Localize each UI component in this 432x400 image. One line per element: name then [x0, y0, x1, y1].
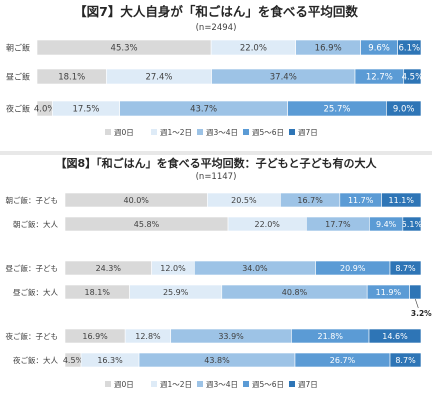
legend-swatch: [289, 381, 295, 387]
category-label: 昼ご飯：大人: [13, 287, 58, 297]
data-label: 11.7%: [348, 196, 374, 205]
data-label: 4.0%: [34, 105, 56, 115]
data-label: 12.0%: [160, 264, 186, 273]
data-label: 34.0%: [242, 264, 268, 273]
data-label: 20.9%: [340, 264, 366, 273]
data-label: 16.7%: [297, 196, 323, 205]
legend-swatch: [151, 129, 157, 135]
bar-segment: [368, 328, 422, 344]
data-label: 14.6%: [382, 332, 408, 341]
category-label: 朝ご飯: [6, 43, 30, 53]
category-label: 朝ご飯：大人: [13, 219, 58, 229]
data-label: 16.3%: [97, 356, 123, 365]
category-label: 昼ご飯: [6, 72, 30, 82]
data-label: 16.9%: [315, 44, 342, 54]
legend-label: 週7日: [298, 128, 318, 137]
category-label: 朝ご飯：子ども: [6, 195, 59, 205]
chart-divider: [0, 151, 432, 155]
legend-label: 週1〜2日: [160, 128, 192, 137]
bar-segment: [389, 260, 422, 276]
data-label: 9.0%: [393, 105, 415, 115]
category-label: 夜ご飯: [6, 104, 30, 114]
data-label: 11.9%: [376, 288, 402, 297]
chart-subtitle: (n=1147): [196, 172, 237, 182]
data-label: 27.4%: [145, 73, 172, 83]
chart-subtitle: (n=2494): [196, 23, 237, 33]
data-label: 9.4%: [376, 220, 397, 229]
data-label: 22.0%: [254, 220, 280, 229]
data-label: 12.7%: [366, 73, 393, 83]
legend-label: 週0日: [114, 128, 134, 137]
data-label: 8.7%: [395, 264, 416, 273]
legend-label: 週7日: [298, 380, 318, 389]
legend-label: 週5〜6日: [252, 380, 284, 389]
data-label: 45.3%: [111, 44, 138, 54]
bar-segment: [386, 100, 422, 117]
legend-label: 週0日: [114, 380, 134, 389]
legend-swatch: [151, 381, 157, 387]
legend-label: 週1〜2日: [160, 380, 192, 389]
category-label: 昼ご飯：子ども: [6, 263, 59, 273]
bar-segment: [397, 39, 422, 56]
legend-swatch: [105, 381, 111, 387]
legend-swatch: [105, 129, 111, 135]
data-label: 8.7%: [395, 356, 416, 365]
category-label: 夜ご飯：子ども: [6, 331, 59, 341]
data-label: 6.1%: [398, 44, 420, 54]
data-label: 40.8%: [282, 288, 308, 297]
chart-title: 【図8】「和ごはん」を食べる平均回数：子どもと子ども有の大人: [56, 156, 378, 170]
data-label: 4.5%: [402, 73, 424, 83]
legend-swatch: [197, 129, 203, 135]
bar-segment: [389, 352, 422, 368]
category-label: 夜ご飯：大人: [13, 355, 58, 365]
data-label: 37.4%: [270, 73, 297, 83]
data-label: 25.7%: [324, 105, 351, 115]
data-label: 5.1%: [402, 220, 423, 229]
bar-segment: [402, 216, 422, 232]
data-label: 20.5%: [231, 196, 257, 205]
data-label: 43.7%: [190, 105, 217, 115]
data-label: 4.5%: [63, 356, 84, 365]
data-label: 3.2%: [411, 309, 432, 318]
legend-label: 週3〜4日: [206, 128, 238, 137]
data-label: 22.0%: [240, 44, 267, 54]
data-label: 45.8%: [134, 220, 160, 229]
data-label: 12.8%: [135, 332, 161, 341]
data-label: 18.1%: [58, 73, 85, 83]
data-label: 43.8%: [204, 356, 230, 365]
data-label: 9.6%: [368, 44, 390, 54]
data-label: 17.5%: [73, 105, 100, 115]
data-label: 26.7%: [330, 356, 356, 365]
data-label: 24.3%: [96, 264, 122, 273]
leader-line: [415, 298, 419, 309]
data-label: 18.1%: [85, 288, 111, 297]
legend-swatch: [243, 129, 249, 135]
legend-swatch: [243, 381, 249, 387]
data-label: 33.9%: [218, 332, 244, 341]
legend-label: 週3〜4日: [206, 380, 238, 389]
bar-segment: [381, 192, 422, 208]
legend-label: 週5〜6日: [252, 128, 284, 137]
legend-swatch: [289, 129, 295, 135]
data-label: 40.0%: [123, 196, 149, 205]
data-label: 11.1%: [389, 196, 415, 205]
chart-title: 【図7】大人自身が「和ごはん」を食べる平均回数: [74, 4, 358, 19]
data-label: 25.9%: [163, 288, 189, 297]
data-label: 16.9%: [82, 332, 108, 341]
data-label: 17.7%: [325, 220, 351, 229]
legend-swatch: [197, 381, 203, 387]
bar-segment: [403, 68, 422, 85]
bar-segment: [409, 284, 422, 300]
data-label: 21.8%: [318, 332, 344, 341]
